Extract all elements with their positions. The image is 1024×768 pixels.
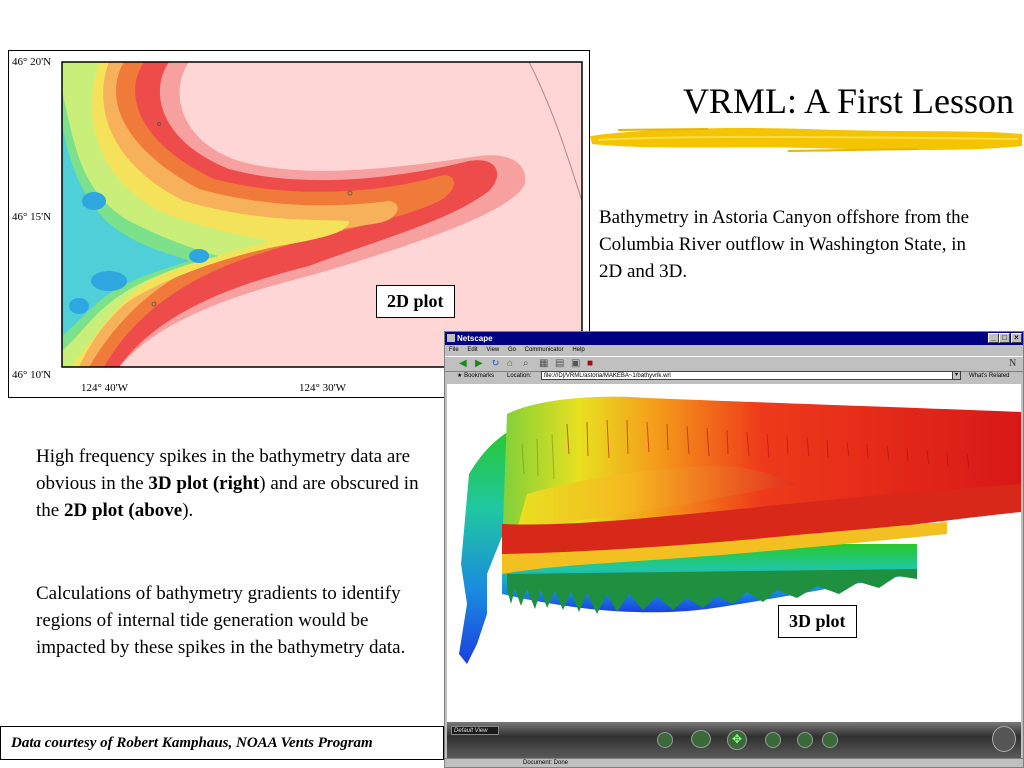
menu-bar: File Edit View Go Communicator Help <box>445 345 1023 356</box>
url-dropdown-icon[interactable]: ▾ <box>952 371 961 380</box>
plot-2d-label: 2D plot <box>376 285 455 318</box>
bathymetry-2d-map: 46° 20'N 46° 15'N 46° 10'N 124° 40'W 124… <box>8 50 590 398</box>
para1-text-3: ). <box>182 500 194 521</box>
location-input[interactable]: file:///D|/VRML/astoria/MAKEBA~1/bathyvr… <box>541 371 953 380</box>
lat-label-1: 46° 20'N <box>12 56 52 68</box>
plot-3d-label: 3D plot <box>778 605 857 638</box>
bathymetry-2d-contours <box>61 61 583 368</box>
paragraph-spikes: High frequency spikes in the bathymetry … <box>36 443 436 524</box>
bathymetry-3d-surface <box>459 396 1021 664</box>
cosmo-logo-icon <box>992 726 1016 752</box>
print-icon[interactable]: ▤ <box>555 358 565 369</box>
location-label: Location: <box>507 373 532 379</box>
status-bar: Document: Done <box>445 758 1023 768</box>
back-icon[interactable]: ◀ <box>459 358 467 369</box>
maximize-button[interactable]: □ <box>999 333 1010 343</box>
window-titlebar: Netscape _ □ × <box>445 332 1023 345</box>
window-title: Netscape <box>457 334 493 343</box>
pan-control-icon[interactable] <box>691 730 711 748</box>
vrml-viewport[interactable]: 3D plot <box>447 384 1021 757</box>
turn-control-icon[interactable] <box>765 732 781 748</box>
guide-icon[interactable]: ▦ <box>539 358 549 369</box>
close-button[interactable]: × <box>1011 333 1022 343</box>
para1-text-2: ) and are obscured in the <box>36 473 419 521</box>
para1-bold-3d: 3D plot (right <box>148 473 260 494</box>
bookmarks-label: Bookmarks <box>464 373 495 379</box>
location-toolbar: ★ Bookmarks Location: file:///D|/VRML/as… <box>445 370 1023 382</box>
menu-view[interactable]: View <box>486 347 500 353</box>
roll-control-icon[interactable] <box>797 732 813 748</box>
para1-bold-2d: 2D plot (above <box>63 500 183 521</box>
forward-icon[interactable]: ▶ <box>475 358 483 369</box>
search-icon[interactable]: ⌕ <box>523 358 529 369</box>
home-icon[interactable]: ⌂ <box>507 358 514 369</box>
menu-communicator[interactable]: Communicator <box>524 347 564 353</box>
netscape-app-icon <box>447 334 455 342</box>
security-icon[interactable]: ▣ <box>571 358 581 369</box>
lon-label-2: 124° 30'W <box>299 382 347 394</box>
viewpoint-selector[interactable]: Default View <box>451 726 499 735</box>
straighten-control-icon[interactable] <box>822 732 838 748</box>
netscape-logo-icon: N <box>1009 358 1017 369</box>
slide-description: Bathymetry in Astoria Canyon offshore fr… <box>599 207 970 282</box>
netscape-window: Netscape _ □ × File Edit View Go Communi… <box>444 331 1024 768</box>
bookmark-icon: ★ <box>457 373 463 379</box>
menu-go[interactable]: Go <box>507 347 516 353</box>
navigate-cross-icon[interactable]: ✥ <box>727 730 747 750</box>
lat-label-2: 46° 15'N <box>12 211 52 223</box>
bookmarks-button[interactable]: ★ Bookmarks <box>457 370 494 382</box>
paragraph-gradients: Calculations of bathymetry gradients to … <box>36 583 406 658</box>
para1-text-1: High frequency spikes in the bathymetry … <box>36 446 411 494</box>
title-underline-brush <box>590 128 1022 152</box>
menu-edit[interactable]: Edit <box>467 347 478 353</box>
menu-help[interactable]: Help <box>572 347 585 353</box>
menu-file[interactable]: File <box>449 347 459 353</box>
minimize-button[interactable]: _ <box>988 333 999 343</box>
walk-control-icon[interactable] <box>657 732 673 748</box>
stop-icon[interactable]: ■ <box>587 358 594 369</box>
data-credit: Data courtesy of Robert Kamphaus, NOAA V… <box>0 726 444 760</box>
lat-label-3: 46° 10'N <box>12 369 52 381</box>
status-text: Document: Done <box>523 760 569 766</box>
whats-related-button[interactable]: What's Related <box>969 373 1010 379</box>
slide-title: VRML: A First Lesson <box>682 81 1014 121</box>
lon-label-1: 124° 40'W <box>81 382 129 394</box>
vrml-control-bar: Default View ✥ <box>447 722 1021 758</box>
reload-icon[interactable]: ↻ <box>491 358 500 369</box>
